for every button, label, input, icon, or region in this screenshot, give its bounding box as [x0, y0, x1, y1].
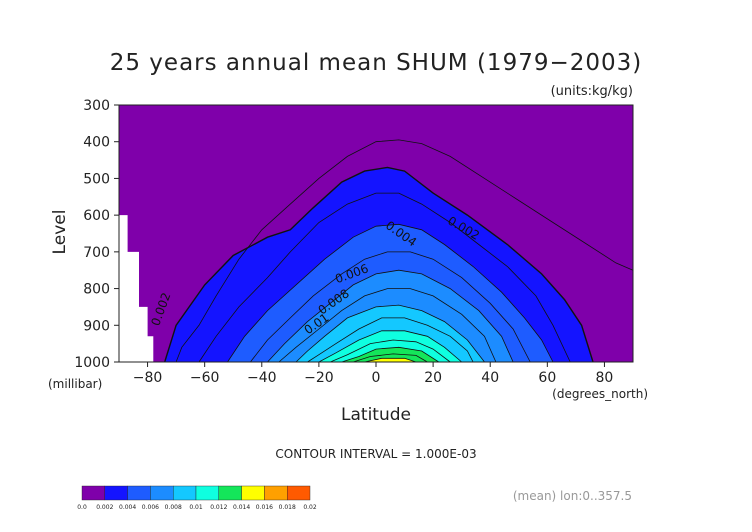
- x-tick-label: 20: [424, 370, 442, 386]
- x-tick-label: −20: [304, 370, 334, 386]
- x-tick-label: 0: [372, 370, 381, 386]
- y-tick-label: 400: [83, 135, 110, 151]
- colorbar-label: 0.006: [142, 504, 159, 511]
- colorbar-label: 0.014: [233, 504, 250, 511]
- contour-interval-text: CONTOUR INTERVAL = 1.000E-03: [275, 447, 476, 461]
- contour-line: [364, 357, 417, 363]
- contour-line: [164, 166, 594, 363]
- contour-line: [278, 288, 497, 363]
- colorbar-swatch: [127, 485, 151, 501]
- colorbar-label: 0.018: [279, 504, 296, 511]
- colorbar-label: 0.0: [77, 504, 87, 511]
- colorbar-label: 0.008: [165, 504, 182, 511]
- footer-note: (mean) lon:0..357.5: [513, 489, 632, 503]
- y-axis: 300 400 500 600 700 800 900 1000: [74, 98, 119, 371]
- y-units-label: (millibar): [48, 377, 102, 391]
- contour-line: [250, 251, 531, 363]
- plot-area: [119, 105, 633, 362]
- colorbar-swatch: [264, 485, 288, 501]
- y-tick-label: 500: [83, 171, 110, 187]
- colorbar-swatch: [172, 485, 197, 501]
- colorbar-swatch: [81, 485, 105, 501]
- contour-line: [295, 304, 485, 363]
- units-label: (units:kg/kg): [551, 84, 633, 99]
- y-tick-label: 600: [83, 208, 110, 224]
- y-axis-label: Level: [50, 210, 70, 255]
- fill-band-6: [341, 347, 439, 362]
- contour-lines: [118, 104, 634, 363]
- colorbar-label: 0.016: [256, 504, 273, 511]
- contour-line: [307, 317, 474, 363]
- x-tick-label: 80: [596, 370, 614, 386]
- colorbar-swatch: [104, 485, 128, 501]
- y-tick-label: 300: [83, 98, 110, 114]
- x-tick-label: −80: [133, 370, 163, 386]
- colorbar-swatch: [218, 485, 242, 501]
- contour-line: [175, 139, 634, 363]
- colorbar-swatch: [195, 485, 219, 501]
- contour-line: [318, 330, 462, 363]
- x-tick-label: −60: [190, 370, 220, 386]
- colorbar-label: 0.004: [119, 504, 136, 511]
- x-tick-label: 40: [481, 370, 499, 386]
- x-axis: −80 −60 −40 −20 0 20 40 60 80: [133, 362, 614, 386]
- colorbar-label: 0.01: [189, 504, 203, 511]
- x-tick-label: 60: [538, 370, 556, 386]
- colorbar-swatch: [287, 485, 311, 501]
- y-tick-label: 900: [83, 318, 110, 334]
- contour-line: [267, 269, 514, 363]
- y-tick-label: 700: [83, 245, 110, 261]
- colorbar-swatch: [150, 485, 174, 501]
- contour-line: [341, 346, 440, 363]
- contour-line: [227, 223, 554, 363]
- x-axis-label: Latitude: [341, 405, 411, 425]
- colorbar-swatch: [241, 485, 265, 501]
- contour-line: [198, 192, 571, 363]
- colorbar-label: 0.02: [303, 504, 317, 511]
- x-units-label: (degrees_north): [552, 387, 648, 401]
- x-tick-label: −40: [247, 370, 277, 386]
- missing-data-mask: [119, 215, 154, 362]
- y-tick-label: 800: [83, 282, 110, 298]
- contour-line: [353, 353, 428, 363]
- colorbar-label: 0.002: [96, 504, 113, 511]
- contour-line: [330, 339, 451, 363]
- chart-title: 25 years annual mean SHUM (1979−2003): [110, 50, 643, 76]
- y-tick-label: 1000: [74, 355, 110, 371]
- colorbar: 0.0 0.002 0.004 0.006 0.008 0.01 0.012 0.014 0.0…: [77, 485, 317, 511]
- colorbar-label: 0.012: [210, 504, 227, 511]
